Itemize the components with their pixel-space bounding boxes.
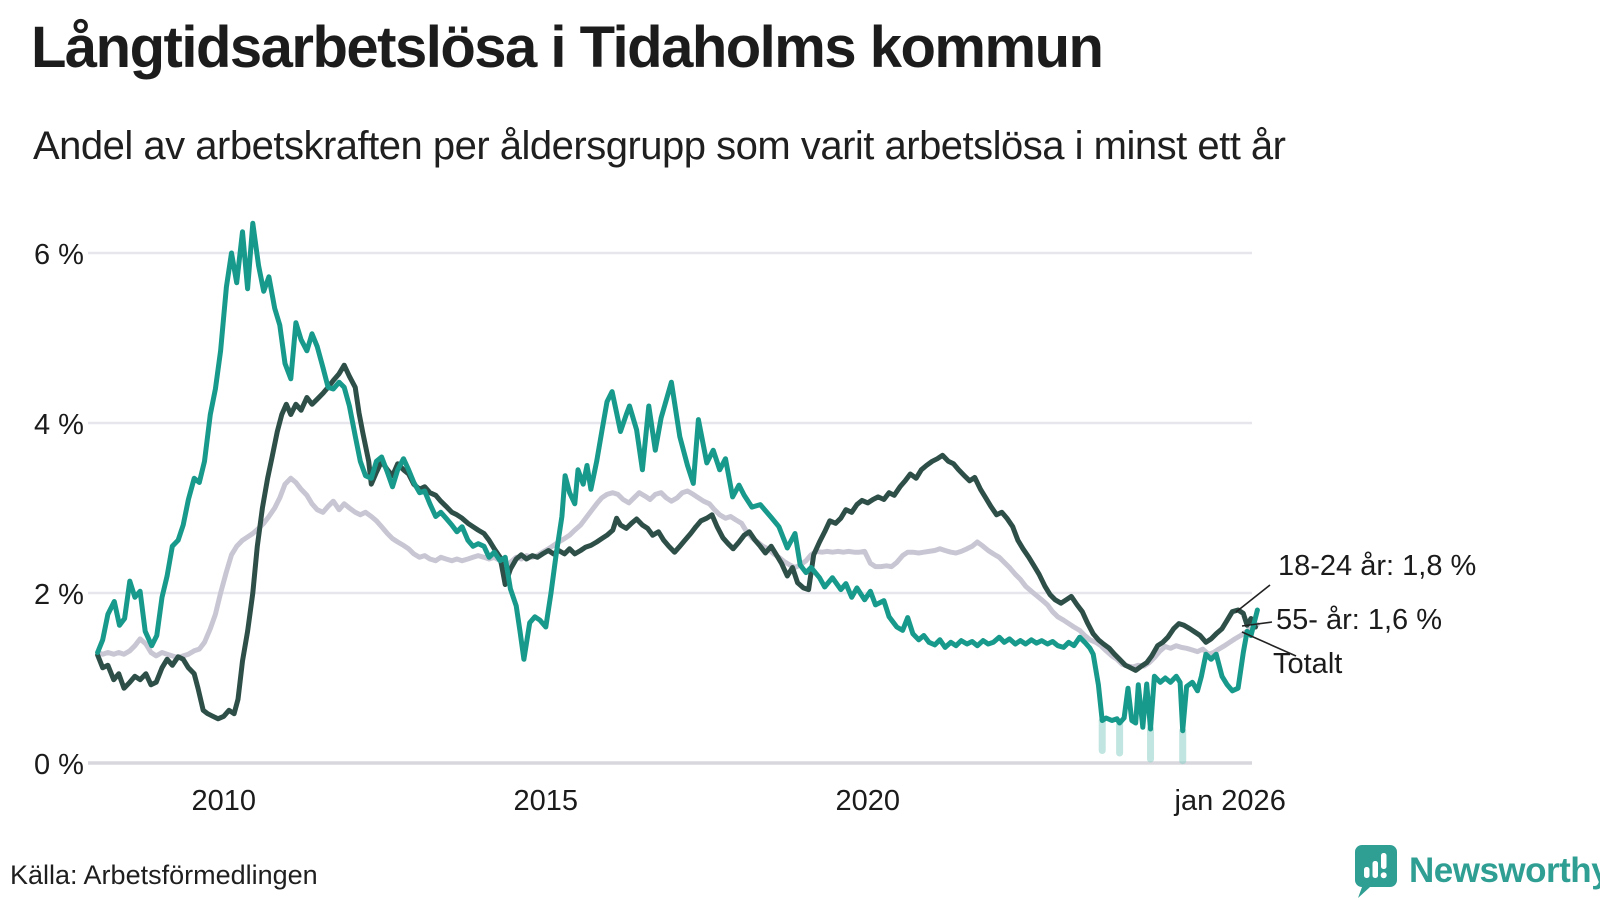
x-tick-label: 2010 — [192, 785, 257, 817]
newsworthy-icon — [1355, 845, 1397, 898]
bar-exclamation — [1381, 853, 1387, 869]
x-tick-label: jan 2026 — [1174, 785, 1286, 817]
legend-leader-line — [1235, 584, 1271, 613]
series-end-label: Totalt — [1273, 648, 1342, 680]
y-tick-label: 6 % — [34, 239, 84, 271]
bar-small — [1364, 867, 1370, 878]
page-title: Långtidsarbetslösa i Tidaholms kommun — [31, 15, 1104, 80]
source-note: Källa: Arbetsförmedlingen — [10, 860, 318, 890]
bar-medium — [1372, 861, 1378, 878]
series-end-label: 18-24 år: 1,8 % — [1278, 550, 1476, 582]
exclamation-dot — [1380, 872, 1387, 879]
newsworthy-logo: Newsworthy — [1352, 843, 1600, 899]
legend-leader-line — [1241, 631, 1297, 657]
y-tick-label: 2 % — [34, 579, 84, 611]
y-tick-label: 0 % — [34, 749, 84, 781]
legend-leader-line — [1241, 621, 1273, 627]
series-line-18-24-r — [95, 220, 1260, 734]
y-tick-label: 4 % — [34, 409, 84, 441]
newsworthy-wordmark: Newsworthy — [1409, 851, 1600, 890]
x-tick-label: 2015 — [514, 785, 579, 817]
series-end-label: 55- år: 1,6 % — [1276, 604, 1442, 636]
page-subtitle: Andel av arbetskraften per åldersgrupp s… — [33, 124, 1286, 168]
series-line-totalt — [95, 475, 1260, 670]
series-line-55-r — [95, 362, 1258, 722]
x-tick-label: 2020 — [836, 785, 901, 817]
